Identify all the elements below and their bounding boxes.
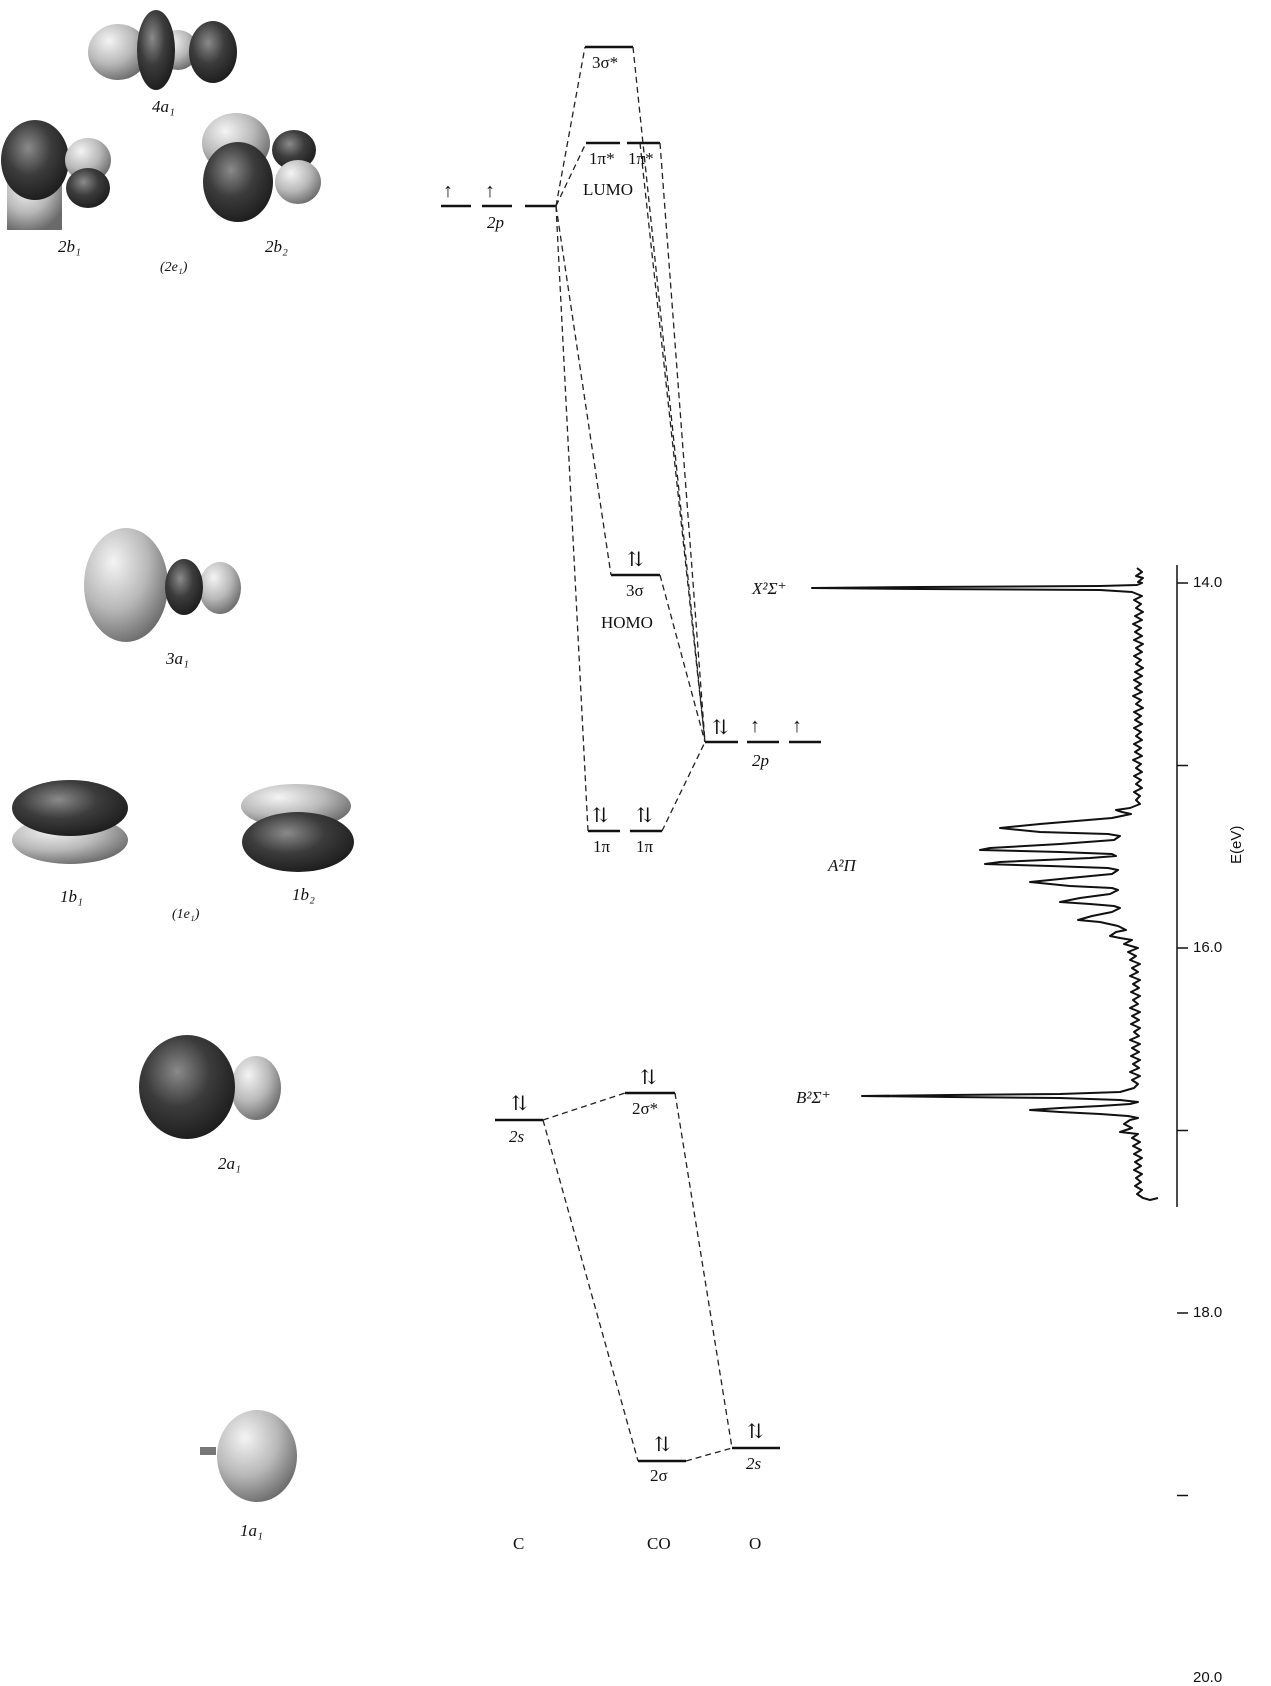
o-2s-electrons: ⇅ (747, 1421, 764, 1443)
orbital-label-1a1: 1a₁ (240, 1521, 263, 1540)
co-photoelectron-figure: 4a₁ 2b₁ (2e₁) 2b₂ 3a₁ 1b₁ (1e₁) 1b₂ 2a₁ … (1, 10, 1245, 1686)
orbital-label-2b1: 2b₁ (58, 237, 81, 256)
orbital-label-4a1: 4a₁ (152, 97, 175, 116)
orbital-4a1-image (88, 10, 237, 90)
energy-levels (441, 45, 821, 1463)
orbital-1b2-image (241, 784, 354, 872)
c-2p-label: 2p (487, 213, 504, 232)
o-2p-electron-pair: ⇅ (712, 717, 729, 739)
co-1pi-star-label-1: 1π* (589, 149, 615, 168)
co-2sigma-star-label: 2σ* (632, 1099, 659, 1118)
orbital-label-2a1: 2a₁ (218, 1154, 241, 1173)
orbital-label-1e1: (1e₁) (172, 907, 200, 922)
co-1pi-star-label-2: 1π* (628, 149, 654, 168)
diagram-artwork (1, 10, 1188, 1502)
o-2s-label: 2s (746, 1454, 762, 1473)
orbital-1a1-image (200, 1410, 297, 1502)
c-2p-electron-2: ↑ (485, 180, 495, 202)
column-label-c: C (513, 1534, 525, 1553)
homo-label: HOMO (601, 613, 653, 632)
axis-label: E(eV) (1228, 825, 1245, 864)
orbital-2b1-image (1, 120, 111, 230)
axis-tick-label: 16.0 (1193, 939, 1223, 956)
orbital-label-2e1: (2e₁) (160, 260, 188, 275)
co-1pi-electrons-1: ⇅ (592, 805, 609, 827)
c-2p-electron-1: ↑ (443, 180, 453, 202)
co-2sigma-star-electrons: ⇅ (640, 1067, 657, 1089)
lumo-label: LUMO (583, 180, 634, 199)
co-3sigma-star-label: 3σ* (592, 53, 619, 72)
orbital-3a1-image (84, 528, 241, 642)
axis-tick-label: 20.0 (1193, 1669, 1223, 1686)
orbital-label-3a1: 3a₁ (166, 649, 189, 668)
orbital-2b2-image (202, 113, 321, 222)
orbital-2a1-image (139, 1035, 281, 1139)
co-2sigma-label: 2σ (650, 1466, 668, 1485)
axis-tick-label: 14.0 (1193, 574, 1223, 591)
co-1pi-electrons-2: ⇅ (636, 805, 653, 827)
axis-tick-label: 18.0 (1193, 1304, 1223, 1321)
correlation-lines (542, 46, 733, 1462)
co-3sigma-label: 3σ (626, 581, 644, 600)
band-label-a: A²Π (828, 856, 856, 875)
band-label-x: X²Σ⁺ (752, 579, 787, 598)
orbital-label-1b1: 1b₁ (60, 887, 83, 906)
o-2p-label: 2p (752, 751, 769, 770)
co-2sigma-electrons: ⇅ (654, 1434, 671, 1456)
energy-axis-ticks (1177, 582, 1188, 1497)
co-3sigma-electrons: ⇅ (627, 549, 644, 571)
co-1pi-label-1: 1π (593, 837, 611, 856)
orbital-label-2b2: 2b₂ (265, 237, 288, 256)
o-2p-electron-3: ↑ (792, 715, 802, 737)
band-label-b: B²Σ⁺ (796, 1088, 831, 1107)
orbital-label-1b2: 1b₂ (292, 885, 315, 904)
column-label-co: CO (647, 1534, 671, 1553)
c-2s-electrons: ⇅ (511, 1093, 528, 1115)
o-2p-electron-2: ↑ (750, 715, 760, 737)
co-1pi-label-2: 1π (636, 837, 654, 856)
orbital-1b1-image (12, 780, 128, 864)
column-label-o: O (749, 1534, 762, 1553)
photoelectron-spectrum-trace (811, 567, 1159, 1201)
c-2s-label: 2s (509, 1127, 525, 1146)
